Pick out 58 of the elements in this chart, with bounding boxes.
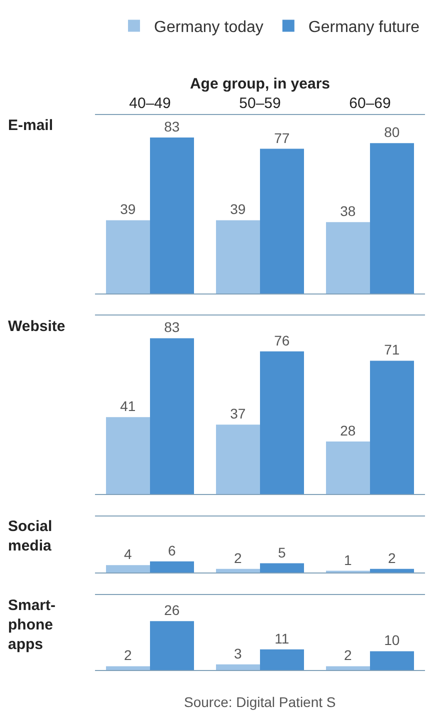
data-label: 71 [384,342,400,358]
data-label: 83 [164,118,180,135]
x-tick-label: 60–69 [349,95,391,112]
data-label: 3 [234,645,242,662]
bar [216,664,260,670]
bar [216,220,260,294]
data-label: 26 [164,602,180,618]
bar [216,424,260,494]
bar [150,138,194,294]
data-label: 83 [164,319,180,336]
x-axis-title: Age group, in years [190,75,330,92]
data-label: 1 [344,552,352,568]
legend-label: Germany future [308,18,420,36]
bar [370,568,414,573]
bar [260,563,304,573]
bar [326,666,370,670]
bar [260,351,304,494]
bar [370,360,414,494]
bar [106,220,150,294]
data-label: 39 [230,201,246,218]
bar [150,621,194,670]
bar [150,338,194,494]
data-label: 41 [120,398,136,414]
bar [260,148,304,294]
data-label: 37 [230,406,246,422]
legend-label: Germany today [154,18,264,36]
data-label: 4 [124,546,132,562]
data-label: 2 [344,647,352,664]
bar [106,666,150,670]
data-label: 39 [120,201,136,218]
bar [260,649,304,670]
text: Social media [8,518,52,554]
text: Smart- phone apps [8,597,56,653]
chart-title: E-mail [8,117,54,134]
data-label: 76 [274,332,290,348]
data-label: 38 [340,203,356,220]
bar [150,561,194,573]
data-label: 2 [234,550,242,566]
data-label: 10 [384,632,400,648]
data-label: 5 [278,544,286,560]
data-label: 6 [168,542,176,558]
chart-title: Website [8,318,66,335]
bar [216,568,260,573]
source-note: Source: Digital Patient S [184,694,336,710]
data-label: 2 [124,647,132,664]
x-tick-label: 50–59 [239,95,281,112]
data-label: 77 [274,130,290,146]
bar [370,651,414,670]
data-label: 2 [388,550,396,566]
data-label: 80 [384,124,400,140]
bar [370,143,414,294]
data-label: 11 [274,630,290,646]
bar [106,417,150,494]
x-tick-label: 40–49 [129,95,171,112]
bar [106,565,150,573]
data-label: 28 [340,422,356,439]
bar [326,442,370,494]
bar [326,222,370,294]
